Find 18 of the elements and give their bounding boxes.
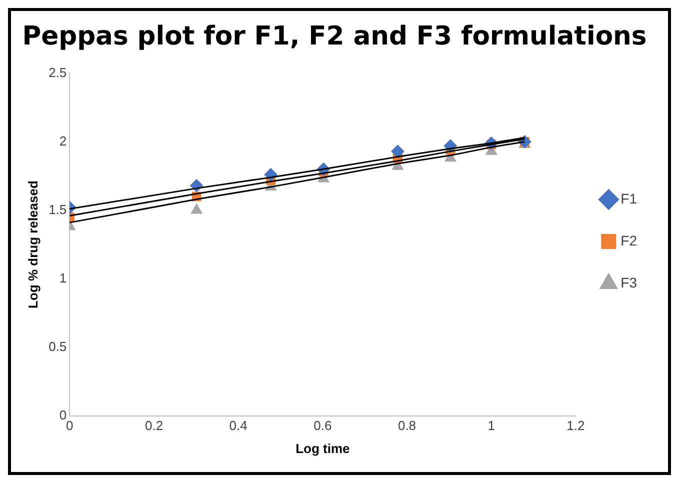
x-tick-label: 0.6 <box>314 418 332 434</box>
y-tick-label: 2 <box>59 133 67 148</box>
legend-label: F3 <box>620 274 638 290</box>
y-tick-label: 2.5 <box>48 64 67 80</box>
x-tick-label: 1.2 <box>566 418 585 434</box>
y-tick-label: 0.5 <box>48 338 67 354</box>
chart-title: Peppas plot for F1, F2 and F3 formulations <box>22 21 647 52</box>
y-tick-label: 1.5 <box>48 202 67 217</box>
y-tick-label: 1 <box>59 270 67 286</box>
x-tick-label: 0.8 <box>398 418 416 434</box>
x-tick-label: 0.2 <box>144 418 164 434</box>
legend-label: F1 <box>620 190 638 206</box>
y-tick-label: 0 <box>59 407 67 422</box>
x-axis-title: Log time <box>296 440 350 456</box>
legend-label: F2 <box>620 232 638 248</box>
x-tick-label: 0.4 <box>229 418 248 434</box>
x-tick-label: 1 <box>488 418 495 434</box>
y-axis-title: Log % drug released <box>25 180 40 308</box>
